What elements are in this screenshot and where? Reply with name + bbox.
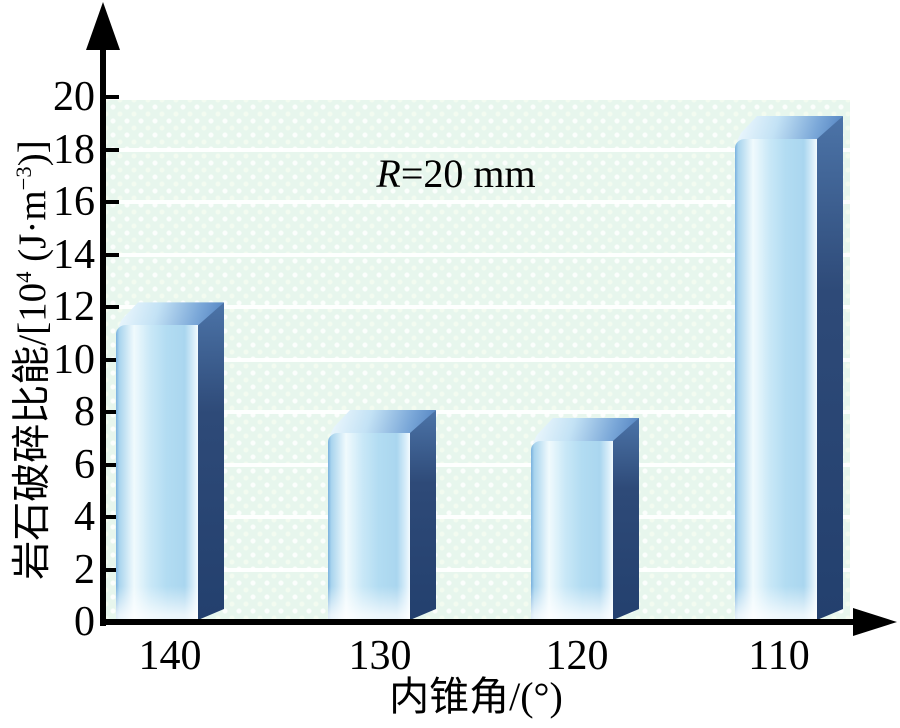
y-axis-tick <box>106 357 119 362</box>
y-axis-line <box>100 28 106 626</box>
annotation-variable: R <box>376 151 401 196</box>
y-axis-tick <box>106 515 119 519</box>
gridline <box>106 567 850 572</box>
bar-front-face <box>116 325 198 620</box>
bar-side-face <box>613 417 639 620</box>
gridline <box>106 252 850 257</box>
bar-base-fade <box>328 586 410 620</box>
y-axis-tick <box>106 95 119 99</box>
bar-140 <box>116 302 224 620</box>
bar-110 <box>735 116 843 620</box>
y-axis-tick <box>106 567 119 572</box>
gridline <box>106 305 850 309</box>
y-axis-tick <box>106 410 119 414</box>
y-tick-label: 18 <box>53 126 95 173</box>
gridline <box>106 462 850 467</box>
x-axis-line <box>100 619 855 625</box>
y-tick-label: 2 <box>74 546 95 593</box>
gridline <box>106 357 850 362</box>
bar-130 <box>328 410 436 620</box>
x-category-label: 140 <box>138 633 202 679</box>
gridline <box>106 515 850 519</box>
y-tick-label: 6 <box>74 441 95 488</box>
y-axis-tick <box>106 200 119 204</box>
bar-base-fade <box>531 586 613 620</box>
plot-area <box>106 100 850 622</box>
y-axis-tick <box>106 305 119 309</box>
y-tick-label: 14 <box>53 231 95 278</box>
y-tick-label: 10 <box>53 336 95 383</box>
y-tick-label: 4 <box>74 494 95 540</box>
gridline <box>106 147 850 152</box>
bar-120 <box>531 417 639 620</box>
bar-side-face <box>817 116 843 620</box>
y-axis-tick <box>106 462 119 467</box>
y-tick-label: 0 <box>74 599 95 645</box>
gridline <box>106 200 850 204</box>
bar-side-face <box>198 302 224 620</box>
y-tick-label: 12 <box>53 284 95 330</box>
x-category-label: 130 <box>348 633 412 679</box>
y-tick-label: 20 <box>53 74 95 120</box>
x-category-label: 120 <box>545 633 609 679</box>
x-axis-title: 内锥角/(°) <box>389 674 563 719</box>
x-category-label: 110 <box>748 633 810 679</box>
annotation-r-value: R=20 mm <box>256 150 656 198</box>
y-axis-arrow-icon <box>86 2 120 50</box>
y-tick-label: 16 <box>53 179 95 225</box>
gridline <box>106 410 850 414</box>
y-tick-label: 8 <box>74 389 95 435</box>
bar-side-face <box>410 410 436 620</box>
y-axis-tick <box>106 147 119 152</box>
bar-front-face <box>531 440 613 620</box>
bar-base-fade <box>735 586 817 620</box>
bar-front-face <box>328 433 410 620</box>
annotation-rest: =20 mm <box>400 151 536 196</box>
x-axis-arrow-icon <box>853 608 897 636</box>
bar-base-fade <box>116 586 198 620</box>
y-axis-tick <box>106 252 119 257</box>
bar-front-face <box>735 139 817 620</box>
